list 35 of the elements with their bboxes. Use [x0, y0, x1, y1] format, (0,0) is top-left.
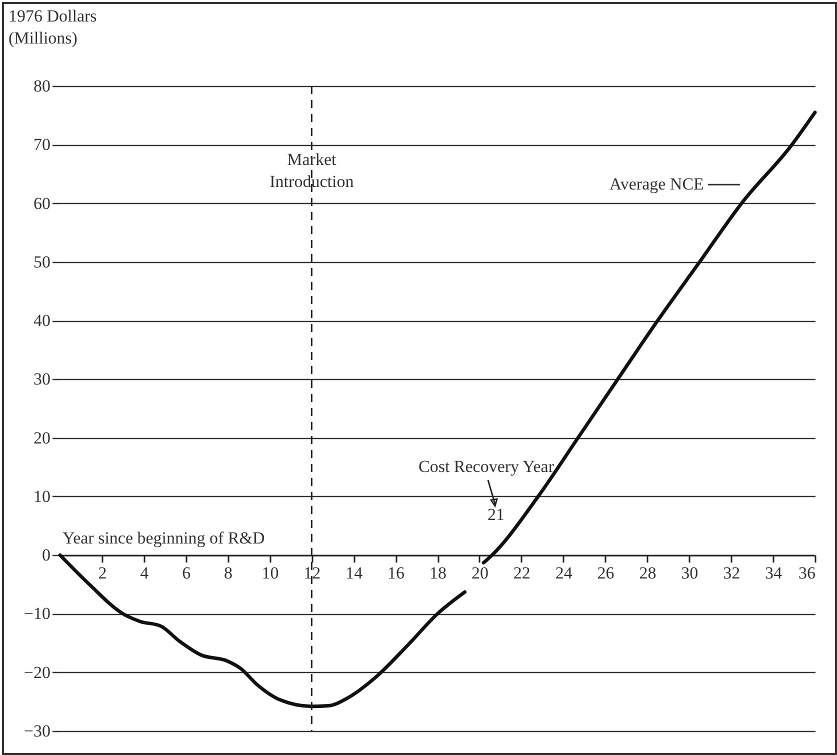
y-tick-label: −10: [24, 604, 50, 624]
x-tick-label: 32: [723, 564, 740, 583]
x-tick-label: 8: [224, 564, 233, 583]
x-tick-label: 18: [430, 564, 446, 583]
x-tick-label: 34: [765, 564, 783, 583]
y-tick-label: 70: [34, 135, 50, 154]
y-tick-label: −30: [24, 722, 50, 740]
text: Average NCE: [609, 174, 704, 194]
x-tick-label: 20: [471, 564, 488, 583]
x-tick-label: 10: [262, 564, 279, 583]
x-tick-label: 22: [513, 564, 530, 583]
x-tick-label: 24: [555, 564, 573, 583]
x-axis-title: Year since beginning of R&D: [62, 528, 265, 548]
annotation: 21: [488, 505, 504, 524]
y-tick-label: 10: [34, 486, 50, 506]
x-tick-label: 6: [182, 564, 191, 583]
y-tick-label: 60: [34, 194, 50, 213]
y-tick-label: 30: [34, 370, 50, 389]
y-tick-label: 80: [34, 76, 50, 96]
annotation: Cost Recovery Year: [418, 457, 554, 476]
y-axis-title: 1976 Dollars (Millions): [8, 6, 97, 48]
x-tick-label: 2: [98, 564, 107, 583]
x-tick-label: 12: [304, 564, 321, 583]
x-tick-label: 30: [681, 564, 698, 583]
y-tick-label: 0: [42, 546, 50, 565]
x-tick-label: 26: [597, 564, 614, 583]
x-tick-label: 16: [388, 564, 405, 583]
x-tick-label: 14: [346, 564, 364, 583]
y-tick-label: −20: [24, 662, 50, 682]
x-tick-label: 36: [798, 564, 816, 583]
x-tick-label: 28: [639, 564, 656, 583]
y-tick-label: 20: [34, 428, 50, 448]
y-tick-label: 50: [34, 252, 50, 272]
y-tick-label: 40: [34, 311, 50, 330]
x-tick-label: 4: [140, 564, 150, 583]
